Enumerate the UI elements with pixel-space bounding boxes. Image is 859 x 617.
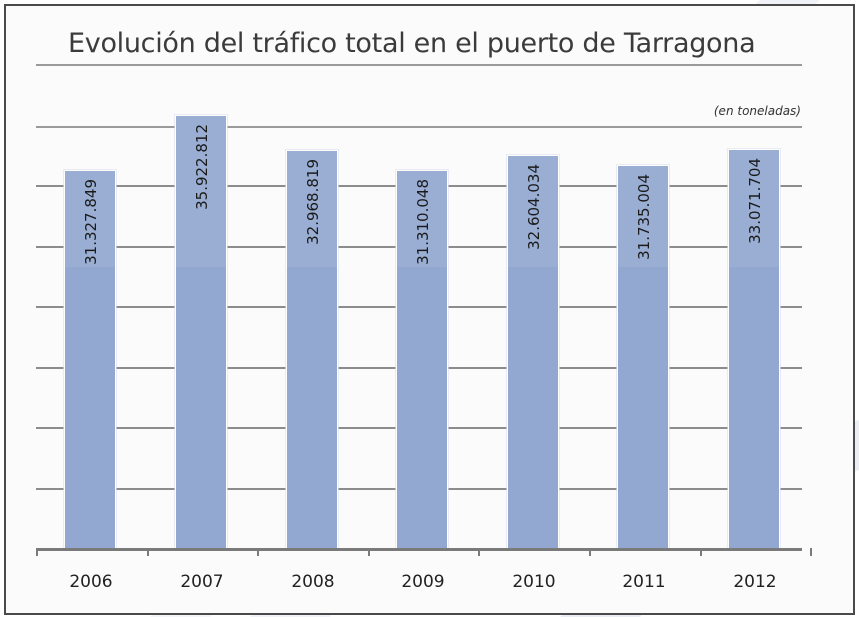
x-tick-label: 2007: [180, 572, 224, 592]
bar-2010: 32.604.034: [507, 155, 559, 549]
x-tick-label: 2010: [512, 572, 556, 592]
bar-label-background: [176, 116, 226, 267]
bar-value-label: 31.310.048: [414, 179, 432, 265]
bar-label-background: [618, 166, 668, 267]
x-axis-tick: [36, 548, 38, 556]
x-tick-label: 2011: [622, 572, 666, 592]
bar-label-background: [287, 151, 337, 267]
bar-2006: 31.327.849: [64, 170, 116, 549]
bar-value-label: 33.071.704: [746, 158, 764, 244]
bar-label-background: [729, 150, 779, 267]
x-tick-label: 2009: [401, 572, 445, 592]
bar-value-label: 32.968.819: [304, 159, 322, 245]
x-axis-tick: [810, 548, 812, 556]
x-axis: [36, 548, 802, 551]
bar-label-background: [508, 156, 558, 267]
title-underline: [36, 64, 802, 66]
chart-title: Evolución del tráfico total en el puerto…: [68, 28, 756, 59]
x-tick-label: 2008: [291, 572, 335, 592]
unit-label: (en toneladas): [713, 104, 801, 118]
x-axis-tick: [147, 548, 149, 556]
gridline: [36, 126, 802, 128]
x-axis-tick: [478, 548, 480, 556]
x-axis-tick: [257, 548, 259, 556]
bar-value-label: 32.604.034: [525, 164, 543, 250]
bar-2009: 31.310.048: [396, 170, 448, 549]
bar-2007: 35.922.812: [175, 115, 227, 549]
bar-2012: 33.071.704: [728, 149, 780, 549]
bar-value-label: 31.735.004: [635, 174, 653, 260]
bar-2011: 31.735.004: [617, 165, 669, 549]
x-axis-tick: [700, 548, 702, 556]
bar-value-label: 35.922.812: [193, 124, 211, 210]
bar-2008: 32.968.819: [286, 150, 338, 549]
x-tick-label: 2006: [69, 572, 113, 592]
bar-value-label: 31.327.849: [82, 179, 100, 265]
bar-label-background: [397, 171, 447, 267]
bar-label-background: [65, 171, 115, 267]
x-tick-label: 2012: [733, 572, 777, 592]
x-axis-tick: [368, 548, 370, 556]
x-axis-tick: [589, 548, 591, 556]
